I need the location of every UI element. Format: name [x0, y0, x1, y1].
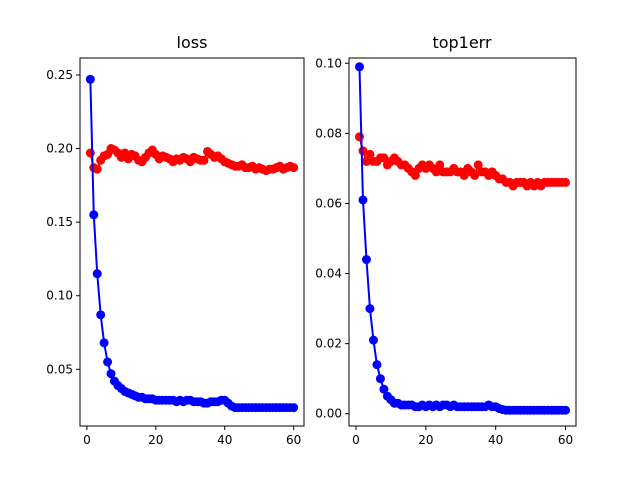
loss-ytick-label: 0.20 [46, 142, 73, 156]
loss-plot-frame [80, 58, 304, 426]
top1err-series-1-point [358, 195, 368, 205]
loss-series-1-point [92, 269, 102, 279]
top1err-series-0-point [561, 177, 571, 187]
loss-series-1-point [106, 369, 116, 379]
top1err-series-0-point [361, 156, 371, 166]
top1err-marks [354, 62, 571, 415]
top1err-xtick-label: 60 [558, 433, 573, 447]
loss-ytick-label: 0.05 [46, 362, 73, 376]
loss-xtick-label: 40 [217, 433, 232, 447]
top1err-ytick-label: 0.04 [315, 267, 342, 281]
top1err-ytick-label: 0.10 [315, 56, 342, 70]
top1err-plot-frame [349, 58, 576, 426]
top1err-series-0-point [435, 160, 445, 170]
loss-ticks: 0 20 40 60 0.05 0.10 0.15 0.20 0.25 [46, 68, 301, 447]
top1err-series-1-point [372, 360, 382, 370]
top1err-ytick-label: 0.00 [315, 407, 342, 421]
loss-series-1-point [99, 338, 109, 348]
top1err-ytick-label: 0.06 [315, 196, 342, 210]
top1err-series-1-point [561, 405, 571, 415]
top1err-series-0-point [473, 160, 483, 170]
loss-series-1-point [89, 210, 99, 220]
top1err-series-0-point [410, 170, 420, 180]
top1err-ytick-label: 0.02 [315, 337, 342, 351]
top1err-series-1-point [375, 374, 385, 384]
loss-xtick-label: 0 [83, 433, 91, 447]
loss-series-0-point [92, 164, 102, 174]
top1err-series-0-point [431, 167, 441, 177]
top1err-series-0-point [470, 170, 480, 180]
top1err-title: top1err [432, 33, 492, 52]
top1err-series-1-point [379, 384, 389, 394]
loss-series-1-point [96, 310, 106, 320]
loss-series-1-point [289, 403, 299, 413]
loss-xtick-label: 20 [148, 433, 163, 447]
top1err-ticks: 0 20 40 60 0.00 0.02 0.04 0.06 0.08 0.10 [315, 56, 573, 447]
top1err-series-0-point [379, 153, 389, 163]
loss-series-0-point [199, 155, 209, 165]
loss-series-1-point [103, 357, 113, 367]
loss-title: loss [177, 33, 208, 52]
loss-series-1-point [85, 74, 95, 84]
top1err-series-0-point [365, 149, 375, 159]
top1err-ytick-label: 0.08 [315, 126, 342, 140]
loss-marks [85, 74, 299, 413]
top1err-xtick-label: 20 [418, 433, 433, 447]
top1err-xtick-label: 40 [488, 433, 503, 447]
loss-ytick-label: 0.15 [46, 215, 73, 229]
top1err-panel: top1err 0 20 40 60 0.00 0.02 0.04 0.06 0.08 0.10 [315, 33, 577, 447]
loss-axes-border [79, 57, 305, 427]
loss-series-0-point [289, 163, 299, 173]
top1err-series-1-point [365, 304, 375, 314]
top1err-series-0-point [354, 132, 364, 142]
top1err-xtick-label: 0 [352, 433, 360, 447]
top1err-axes-border [348, 57, 577, 427]
loss-series-0-point [85, 148, 95, 158]
top1err-series-1-point [354, 62, 364, 72]
loss-panel: loss 0 20 40 60 0.05 0.10 0.15 0.20 0.25 [46, 33, 305, 447]
loss-xtick-label: 60 [286, 433, 301, 447]
top1err-series-1-point [368, 335, 378, 345]
top1err-series-1-point [361, 255, 371, 265]
top1err-series-0-point [459, 170, 469, 180]
loss-ytick-label: 0.10 [46, 289, 73, 303]
loss-ytick-label: 0.25 [46, 68, 73, 82]
